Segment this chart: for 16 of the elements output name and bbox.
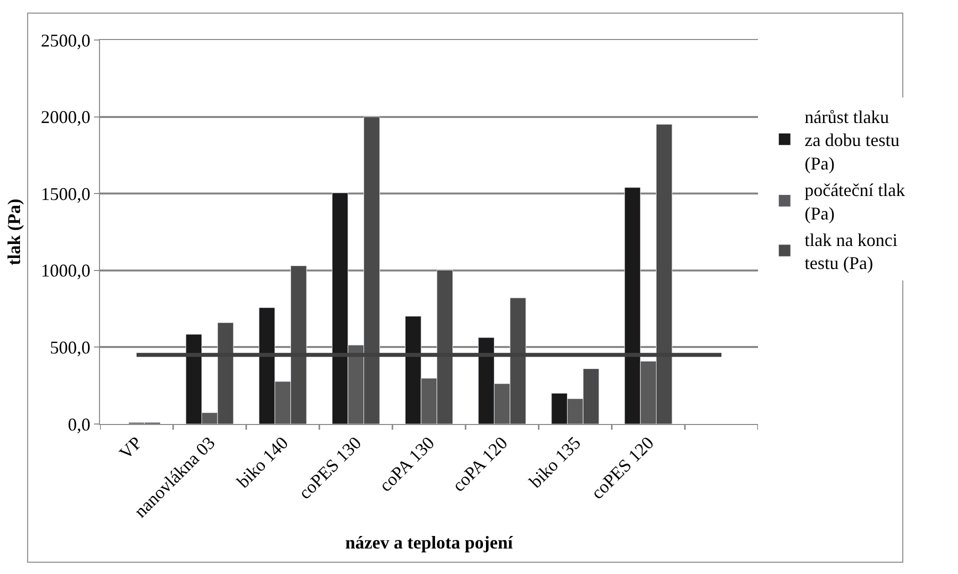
legend-label: počáteční tlak (Pa) [804,180,906,224]
x-tick-label: VP [115,432,146,464]
y-tick-label: 500,0 [50,338,90,358]
x-tick-label: biko 135 [525,432,584,492]
x-tick-label: biko 140 [232,432,292,492]
y-tick-label: 2500,0 [40,30,90,50]
x-axis-title: název a teplota pojení [345,532,514,552]
x-tick-label: coPA 120 [448,432,512,496]
x-tick-label: coPA 130 [375,432,438,496]
y-tick-label: 0,0 [68,414,90,434]
legend-label: nárůst tlaku za dobu testu (Pa) [804,106,900,174]
legend-label: tlak na konci testu (Pa) [804,230,898,274]
y-axis-title: tlak (Pa) [4,198,24,266]
y-tick-label: 2000,0 [40,107,90,128]
y-tick-label: 1500,0 [40,184,90,204]
y-tick-label: 1000,0 [40,260,90,281]
